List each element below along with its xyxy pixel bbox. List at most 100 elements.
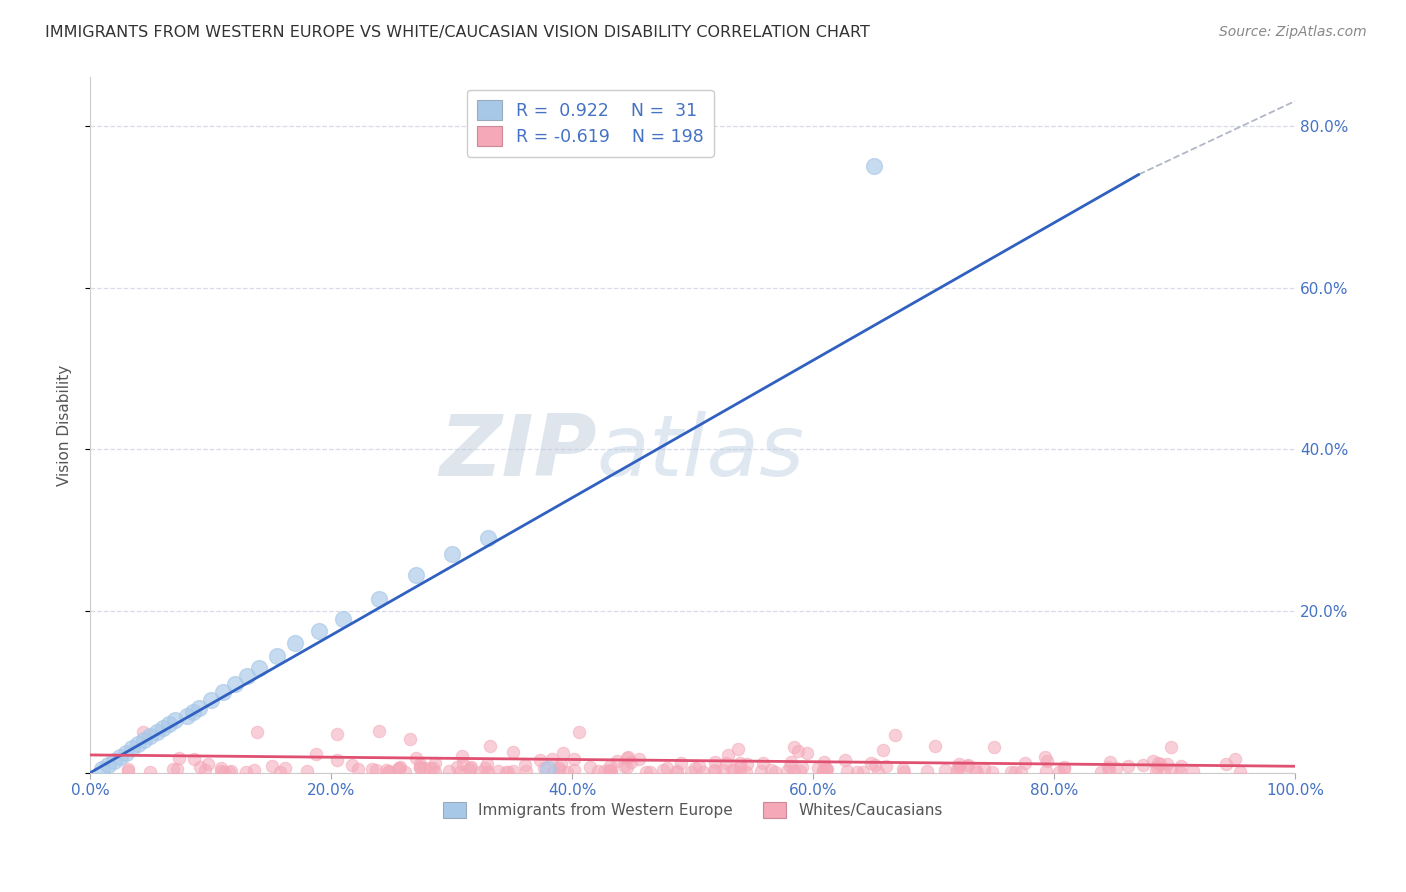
Point xyxy=(586,764,609,779)
Point xyxy=(652,763,675,777)
Point xyxy=(813,764,835,779)
Point xyxy=(495,764,517,779)
Point xyxy=(1147,756,1170,770)
Point xyxy=(714,756,737,770)
Point xyxy=(219,764,242,778)
Point xyxy=(872,743,894,757)
Point xyxy=(1223,752,1246,766)
Point xyxy=(692,764,714,779)
Point xyxy=(728,756,751,771)
Point xyxy=(915,764,938,778)
Point xyxy=(891,762,914,776)
Point xyxy=(1047,764,1070,779)
Point xyxy=(419,761,441,775)
Point xyxy=(211,685,233,699)
Point xyxy=(593,764,616,778)
Point xyxy=(776,764,799,779)
Point xyxy=(332,612,354,626)
Point xyxy=(893,764,915,779)
Point xyxy=(378,764,401,778)
Point xyxy=(866,764,889,779)
Point xyxy=(197,756,219,771)
Point xyxy=(167,751,190,765)
Point xyxy=(815,762,838,776)
Point xyxy=(366,763,388,777)
Point xyxy=(515,764,537,778)
Point xyxy=(1160,764,1182,778)
Text: atlas: atlas xyxy=(596,411,804,494)
Point xyxy=(711,763,734,777)
Point xyxy=(1090,764,1112,779)
Point xyxy=(638,764,661,779)
Point xyxy=(703,764,725,778)
Point xyxy=(110,749,132,764)
Point xyxy=(540,751,562,765)
Point xyxy=(681,764,703,779)
Point xyxy=(863,758,886,772)
Point xyxy=(425,764,447,779)
Point xyxy=(606,754,628,768)
Point xyxy=(1097,760,1119,774)
Point xyxy=(181,705,204,719)
Point xyxy=(423,756,446,770)
Point xyxy=(209,761,232,775)
Point xyxy=(728,764,751,779)
Point xyxy=(1149,757,1171,772)
Point xyxy=(458,763,481,777)
Point xyxy=(475,757,498,772)
Point xyxy=(599,764,621,778)
Point xyxy=(875,759,897,773)
Point xyxy=(295,764,318,778)
Point xyxy=(616,751,638,765)
Point xyxy=(115,746,138,760)
Point xyxy=(704,764,727,778)
Point xyxy=(734,764,756,779)
Point xyxy=(1229,764,1251,779)
Point xyxy=(655,761,678,775)
Point xyxy=(502,764,524,778)
Point xyxy=(547,764,569,778)
Point xyxy=(187,701,209,715)
Point xyxy=(367,723,389,738)
Point xyxy=(834,753,856,767)
Point xyxy=(477,531,499,545)
Text: IMMIGRANTS FROM WESTERN EUROPE VS WHITE/CAUCASIAN VISION DISABILITY CORRELATION : IMMIGRANTS FROM WESTERN EUROPE VS WHITE/… xyxy=(45,25,870,40)
Point xyxy=(209,764,232,778)
Point xyxy=(340,758,363,772)
Point xyxy=(965,764,987,778)
Point xyxy=(224,677,246,691)
Point xyxy=(183,752,205,766)
Point xyxy=(779,759,801,773)
Point xyxy=(1105,761,1128,775)
Point xyxy=(405,751,427,765)
Point xyxy=(409,761,432,775)
Point xyxy=(948,759,970,773)
Point xyxy=(616,760,638,774)
Point xyxy=(236,669,259,683)
Point xyxy=(139,764,162,779)
Point xyxy=(845,764,868,779)
Point xyxy=(945,764,967,779)
Point xyxy=(247,660,270,674)
Point xyxy=(562,763,585,777)
Point xyxy=(117,762,139,776)
Point xyxy=(440,548,463,562)
Point xyxy=(274,761,297,775)
Point xyxy=(134,733,156,747)
Point xyxy=(1036,754,1059,768)
Point xyxy=(688,759,710,773)
Point xyxy=(190,760,212,774)
Point xyxy=(683,761,706,775)
Point xyxy=(533,761,555,775)
Point xyxy=(814,763,837,777)
Point xyxy=(852,764,875,779)
Point xyxy=(235,764,257,779)
Point xyxy=(617,749,640,764)
Point xyxy=(194,763,217,777)
Point xyxy=(269,764,291,779)
Point xyxy=(792,760,814,774)
Point xyxy=(837,764,859,779)
Point xyxy=(1153,764,1175,779)
Point xyxy=(422,761,444,775)
Point xyxy=(1035,764,1057,779)
